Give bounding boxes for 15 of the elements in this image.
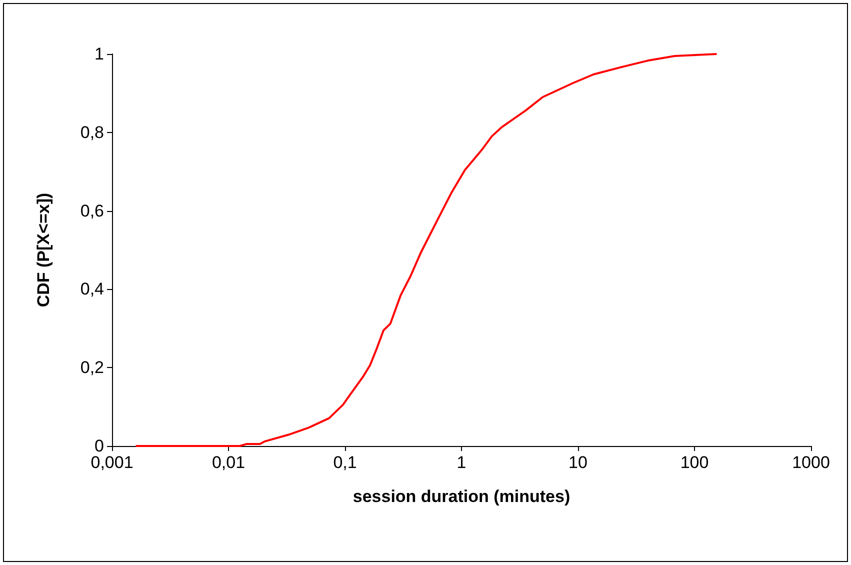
y-tick-label: 0,4 <box>80 280 104 299</box>
x-tick-label: 100 <box>680 453 709 472</box>
x-tick-label: 0,01 <box>212 453 246 472</box>
y-tick-label: 1 <box>94 44 104 64</box>
y-tick-label: 0,6 <box>80 201 104 220</box>
x-tick-label: 0,1 <box>333 453 357 472</box>
x-tick-label: 0,001 <box>90 453 134 472</box>
y-tick-label: 0,8 <box>80 122 104 142</box>
x-axis-title: session duration (minutes) <box>352 487 570 506</box>
y-tick-label: 0 <box>94 436 104 456</box>
x-tick-label: 1 <box>456 453 466 472</box>
x-tick-label: 10 <box>568 453 588 472</box>
y-axis-title: CDF (P[X<=x]) <box>34 192 53 308</box>
x-tick-label: 1000 <box>792 453 830 472</box>
y-tick-label: 0,2 <box>80 358 104 378</box>
